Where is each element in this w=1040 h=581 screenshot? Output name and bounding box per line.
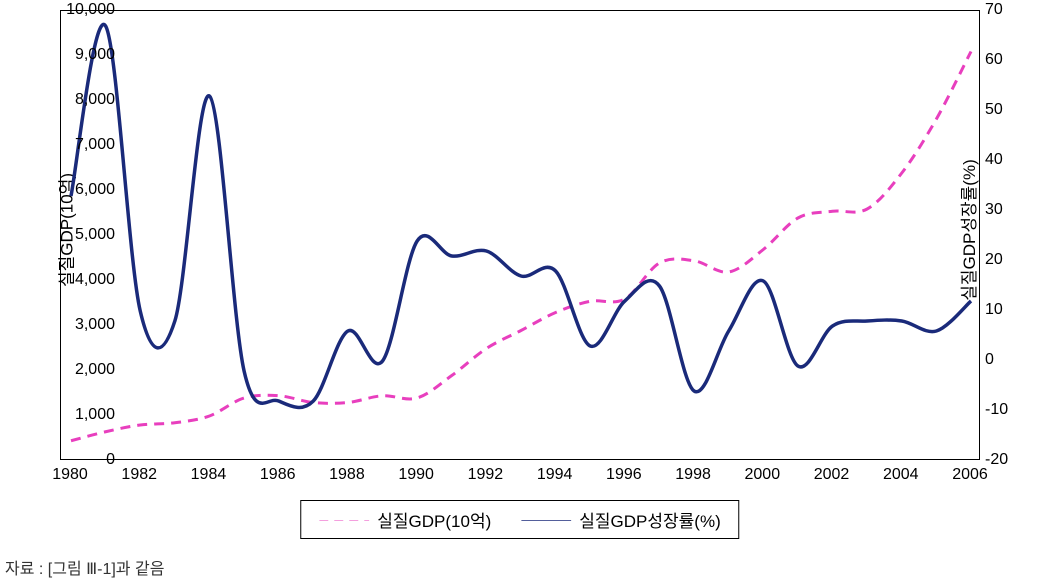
x-tick: 1982	[121, 466, 157, 484]
legend-item-growth: 실질GDP성장률(%)	[521, 507, 720, 532]
y-right-tick: 50	[985, 101, 1003, 119]
y-right-tick: -10	[985, 401, 1008, 419]
x-tick: 2000	[745, 466, 781, 484]
x-tick: 1986	[260, 466, 296, 484]
y-left-tick: 10,000	[66, 1, 115, 19]
x-tick: 1980	[52, 466, 88, 484]
y-right-tick: 40	[985, 151, 1003, 169]
y-right-tick: -20	[985, 451, 1008, 469]
x-tick: 2006	[952, 466, 988, 484]
legend-label: 실질GDP(10억)	[377, 507, 491, 532]
y-right-tick: 10	[985, 301, 1003, 319]
legend-swatch-dashed	[319, 519, 369, 521]
y-right-tick: 60	[985, 51, 1003, 69]
x-tick: 1992	[468, 466, 504, 484]
x-tick: 1990	[398, 466, 434, 484]
y-left-tick: 8,000	[75, 91, 115, 109]
source-citation: 자료 : [그림 Ⅲ-1]과 같음	[5, 555, 164, 579]
series-left	[71, 52, 971, 441]
legend-swatch-solid	[521, 519, 571, 521]
dual-axis-line-chart: 실질GDP(10억) 실질GDP성장률(%) 0 1,000 2,000 3,000 4…	[0, 0, 1040, 581]
y-right-tick: 70	[985, 1, 1003, 19]
x-tick: 1988	[329, 466, 365, 484]
chart-legend: 실질GDP(10억) 실질GDP성장률(%)	[300, 500, 739, 539]
y-right-tick: 30	[985, 201, 1003, 219]
x-tick: 2002	[814, 466, 850, 484]
y-left-tick: 7,000	[75, 136, 115, 154]
legend-label: 실질GDP성장률(%)	[579, 507, 720, 532]
x-tick: 1984	[191, 466, 227, 484]
y-left-tick: 4,000	[75, 271, 115, 289]
y-right-tick: 20	[985, 251, 1003, 269]
chart-svg	[61, 11, 981, 461]
y-left-tick: 2,000	[75, 361, 115, 379]
legend-item-gdp: 실질GDP(10억)	[319, 507, 491, 532]
plot-area	[60, 10, 980, 460]
x-tick: 1996	[606, 466, 642, 484]
y-left-tick: 5,000	[75, 226, 115, 244]
y-left-tick: 1,000	[75, 406, 115, 424]
y-left-tick: 9,000	[75, 46, 115, 64]
y-left-tick: 0	[106, 451, 115, 469]
series-right	[71, 24, 971, 407]
x-tick: 1994	[537, 466, 573, 484]
y-left-tick: 6,000	[75, 181, 115, 199]
y-left-tick: 3,000	[75, 316, 115, 334]
y-right-tick: 0	[985, 351, 994, 369]
x-tick: 2004	[883, 466, 919, 484]
x-tick: 1998	[675, 466, 711, 484]
